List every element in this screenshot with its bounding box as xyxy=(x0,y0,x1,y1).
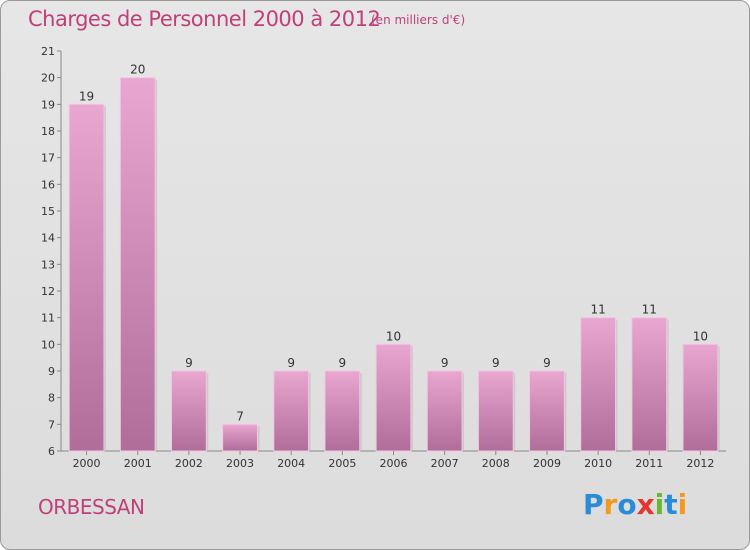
bar xyxy=(324,370,361,452)
logo-letter: t xyxy=(664,488,678,521)
y-tick-label: 10 xyxy=(41,338,55,351)
bar xyxy=(580,317,617,452)
x-tick-label: 2010 xyxy=(584,457,612,470)
bar-value-label: 9 xyxy=(441,356,449,370)
bar xyxy=(273,370,310,452)
y-tick-label: 14 xyxy=(41,232,55,245)
bar xyxy=(375,343,412,452)
proxiti-logo: Proxiti xyxy=(583,488,687,521)
bar-value-label: 10 xyxy=(693,329,708,343)
bar-value-label: 10 xyxy=(386,329,401,343)
y-tick-label: 13 xyxy=(41,258,55,271)
x-tick-label: 2009 xyxy=(533,457,561,470)
logo-letter: o xyxy=(617,488,637,521)
bar-value-label: 11 xyxy=(590,303,605,317)
x-tick-label: 2001 xyxy=(124,457,152,470)
bar-value-label: 9 xyxy=(287,356,295,370)
place-name: ORBESSAN xyxy=(38,495,145,519)
bar-value-label: 7 xyxy=(236,409,244,423)
x-tick-label: 2004 xyxy=(277,457,305,470)
bar xyxy=(631,317,668,452)
y-tick-label: 20 xyxy=(41,72,55,85)
y-tick-label: 16 xyxy=(41,178,55,191)
bar xyxy=(426,370,463,452)
bar xyxy=(222,423,258,452)
y-tick-label: 12 xyxy=(41,285,55,298)
bar-value-label: 19 xyxy=(79,89,94,103)
x-tick-label: 2007 xyxy=(431,457,459,470)
x-tick-label: 2002 xyxy=(175,457,203,470)
bar xyxy=(477,370,514,452)
bar xyxy=(119,77,156,452)
chart-subtitle: (en milliers d'€) xyxy=(371,13,466,27)
y-tick-label: 8 xyxy=(48,392,55,405)
x-tick-label: 2012 xyxy=(686,457,714,470)
y-tick-label: 21 xyxy=(41,45,55,58)
bar-value-label: 9 xyxy=(543,356,551,370)
chart-title: Charges de Personnel 2000 à 2012 xyxy=(28,7,381,31)
x-tick-label: 2006 xyxy=(380,457,408,470)
bar xyxy=(682,343,719,452)
bar xyxy=(170,370,207,452)
y-tick-label: 18 xyxy=(41,125,55,138)
x-tick-label: 2003 xyxy=(226,457,254,470)
bar xyxy=(529,370,565,452)
y-tick-label: 6 xyxy=(48,445,55,458)
logo-letter: i xyxy=(654,488,665,521)
y-tick-label: 17 xyxy=(41,152,55,165)
x-tick-label: 2008 xyxy=(482,457,510,470)
bar-value-label: 20 xyxy=(130,63,145,77)
bar-value-label: 9 xyxy=(185,356,193,370)
y-tick-label: 7 xyxy=(48,418,55,431)
y-tick-label: 15 xyxy=(41,205,55,218)
x-tick-label: 2000 xyxy=(73,457,101,470)
x-tick-label: 2005 xyxy=(328,457,356,470)
y-tick-label: 19 xyxy=(41,98,55,111)
bar xyxy=(68,103,105,452)
logo-letter: i xyxy=(677,488,688,521)
logo-letter: x xyxy=(636,488,655,521)
bar-value-label: 9 xyxy=(339,356,347,370)
bar-value-label: 9 xyxy=(492,356,500,370)
bar-value-label: 11 xyxy=(642,303,657,317)
x-tick-label: 2011 xyxy=(635,457,663,470)
y-tick-label: 9 xyxy=(48,365,55,378)
y-tick-label: 11 xyxy=(41,312,55,325)
logo-letter: r xyxy=(603,488,618,521)
logo-letter: P xyxy=(583,488,604,521)
